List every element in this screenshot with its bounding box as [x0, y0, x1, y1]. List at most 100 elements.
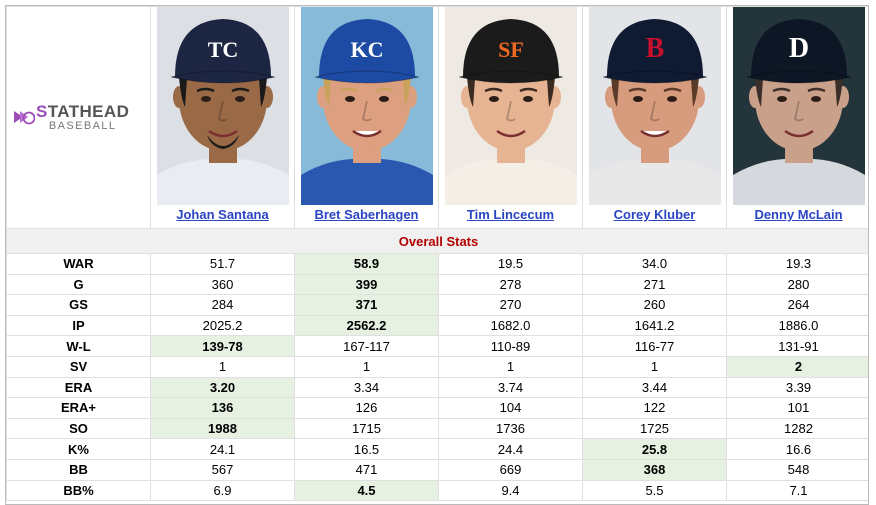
stat-value: 24.4 [438, 438, 583, 460]
stat-value: 101 [726, 397, 868, 419]
stat-value: 116-77 [582, 335, 727, 357]
stat-value: 669 [438, 458, 583, 481]
stat-row: BB 567 471 669 368 548 [6, 458, 868, 481]
stat-label: SV [6, 355, 151, 378]
stat-value: 1715 [294, 417, 439, 440]
stat-value: 280 [726, 273, 868, 296]
stat-row: SV 1 1 1 1 2 [6, 355, 868, 378]
player-photo: TC [156, 7, 289, 205]
stat-value: 136 [150, 397, 295, 419]
stat-value: 471 [294, 458, 439, 481]
stat-row: G 360 399 278 271 280 [6, 273, 868, 296]
stathead-mark-icon [14, 110, 35, 124]
stat-value: 368 [582, 458, 727, 481]
stat-value: 271 [582, 273, 727, 296]
stat-row: K% 24.1 16.5 24.4 25.8 16.6 [6, 438, 868, 460]
player-photo: B [588, 7, 721, 205]
stat-value: 6.9 [150, 479, 295, 502]
stat-value: 399 [294, 273, 439, 296]
stat-value: 16.6 [726, 438, 868, 460]
comparison-table: STATHEAD BASEBALL TC Johan Santana KC Bret … [6, 6, 868, 502]
stat-value: 567 [150, 458, 295, 481]
stat-value: 7.1 [726, 479, 868, 502]
stat-value: 284 [150, 294, 295, 316]
stat-value: 260 [582, 294, 727, 316]
stat-label: SO [6, 417, 151, 440]
stat-value: 3.74 [438, 376, 583, 399]
stathead-logo[interactable]: STATHEAD BASEBALL [13, 103, 129, 132]
stat-value: 1 [294, 355, 439, 378]
stat-value: 19.5 [438, 253, 583, 275]
stat-row: W-L 139-78 167-117 110-89 116-77 131-91 [6, 335, 868, 357]
svg-text:D: D [788, 33, 808, 64]
stat-value: 9.4 [438, 479, 583, 502]
svg-text:SF: SF [498, 37, 524, 62]
player-name-link[interactable]: Tim Lincecum [466, 207, 555, 222]
stat-row: GS 284 371 270 260 264 [6, 294, 868, 316]
stat-label: BB% [6, 479, 151, 502]
stat-label: K% [6, 438, 151, 460]
stat-value: 24.1 [150, 438, 295, 460]
stathead-subtitle: BASEBALL [48, 120, 117, 132]
stat-value: 3.44 [582, 376, 727, 399]
stat-row: ERA+ 136 126 104 122 101 [6, 397, 868, 419]
stat-value: 1886.0 [726, 314, 868, 337]
svg-text:KC: KC [350, 37, 383, 62]
stat-value: 1736 [438, 417, 583, 440]
stat-label: ERA+ [6, 397, 151, 419]
stat-value: 4.5 [294, 479, 439, 502]
stat-row: WAR 51.7 58.9 19.5 34.0 19.3 [6, 253, 868, 275]
stat-value: 3.39 [726, 376, 868, 399]
stat-label: IP [6, 314, 151, 337]
stat-row: IP 2025.2 2562.2 1682.0 1641.2 1886.0 [6, 314, 868, 337]
player-card: TC Johan Santana [150, 6, 295, 229]
stat-label: G [6, 273, 151, 296]
stat-value: 34.0 [582, 253, 727, 275]
player-name-link[interactable]: Denny McLain [754, 207, 843, 222]
stat-value: 5.5 [582, 479, 727, 502]
stat-value: 360 [150, 273, 295, 296]
stat-value: 1988 [150, 417, 295, 440]
stathead-wordmark: STATHEAD [36, 102, 130, 121]
stat-value: 58.9 [294, 253, 439, 275]
stat-row: ERA 3.20 3.34 3.74 3.44 3.39 [6, 376, 868, 399]
stat-label: GS [6, 294, 151, 316]
player-name-link[interactable]: Corey Kluber [613, 207, 696, 222]
stat-value: 371 [294, 294, 439, 316]
stat-value: 126 [294, 397, 439, 419]
stat-value: 264 [726, 294, 868, 316]
stat-value: 19.3 [726, 253, 868, 275]
stat-value: 278 [438, 273, 583, 296]
stat-value: 3.20 [150, 376, 295, 399]
stat-value: 2025.2 [150, 314, 295, 337]
stat-row: SO 1988 1715 1736 1725 1282 [6, 417, 868, 440]
stat-value: 1 [150, 355, 295, 378]
section-header-row: Overall Stats [6, 228, 868, 254]
player-photo: KC [300, 7, 433, 205]
stat-value: 1 [438, 355, 583, 378]
stat-row: BB% 6.9 4.5 9.4 5.5 7.1 [6, 479, 868, 502]
stat-value: 131-91 [726, 335, 868, 357]
player-name-link[interactable]: Bret Saberhagen [314, 207, 419, 222]
logo-cell: STATHEAD BASEBALL [6, 6, 151, 229]
comparison-frame: STATHEAD BASEBALL TC Johan Santana KC Bret … [5, 5, 869, 505]
player-name-link[interactable]: Johan Santana [176, 207, 269, 222]
stat-value: 2562.2 [294, 314, 439, 337]
player-header-row: STATHEAD BASEBALL TC Johan Santana KC Bret … [6, 6, 868, 229]
player-card: B Corey Kluber [582, 6, 727, 229]
stat-value: 139-78 [150, 335, 295, 357]
stat-value: 110-89 [438, 335, 583, 357]
player-card: KC Bret Saberhagen [294, 6, 439, 229]
stat-value: 3.34 [294, 376, 439, 399]
player-photo: SF [444, 7, 577, 205]
stat-value: 167-117 [294, 335, 439, 357]
stat-value: 1641.2 [582, 314, 727, 337]
stat-value: 270 [438, 294, 583, 316]
stat-label: ERA [6, 376, 151, 399]
svg-text:B: B [645, 33, 664, 64]
stat-value: 1282 [726, 417, 868, 440]
section-title: Overall Stats [6, 228, 868, 254]
stat-value: 548 [726, 458, 868, 481]
stat-value: 122 [582, 397, 727, 419]
player-card: D Denny McLain [726, 6, 868, 229]
